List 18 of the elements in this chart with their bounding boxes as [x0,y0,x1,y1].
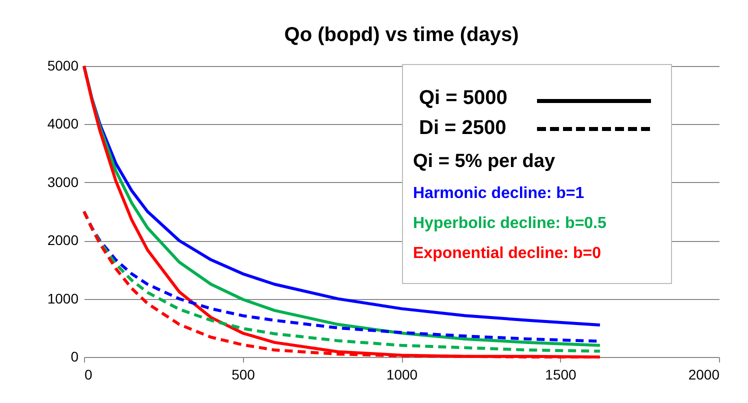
x-tick-label: 500 [232,366,256,382]
x-tick-label: 0 [84,366,92,382]
annotation: Qi = 5000 [419,87,508,110]
y-tick-label: 1000 [47,290,79,306]
x-tick-label: 1000 [386,366,418,382]
annotation: Qi = 5% per day [413,151,556,173]
chart-title: Qo (bopd) vs time (days) [284,24,519,46]
annotation: Harmonic decline: b=1 [413,185,584,203]
y-tick-label: 5000 [47,58,79,74]
y-tick-label: 4000 [47,116,79,132]
y-tick-label: 2000 [47,232,79,248]
y-tick-label: 0 [70,348,79,364]
x-tick-label: 1500 [545,366,577,382]
y-tick-label: 3000 [47,174,79,190]
x-tick-label: 2000 [688,366,720,382]
annotation: Hyperbolic decline: b=0.5 [413,215,606,233]
annotation: Di = 2500 [419,117,506,140]
annotation: Exponential decline: b=0 [413,245,602,263]
